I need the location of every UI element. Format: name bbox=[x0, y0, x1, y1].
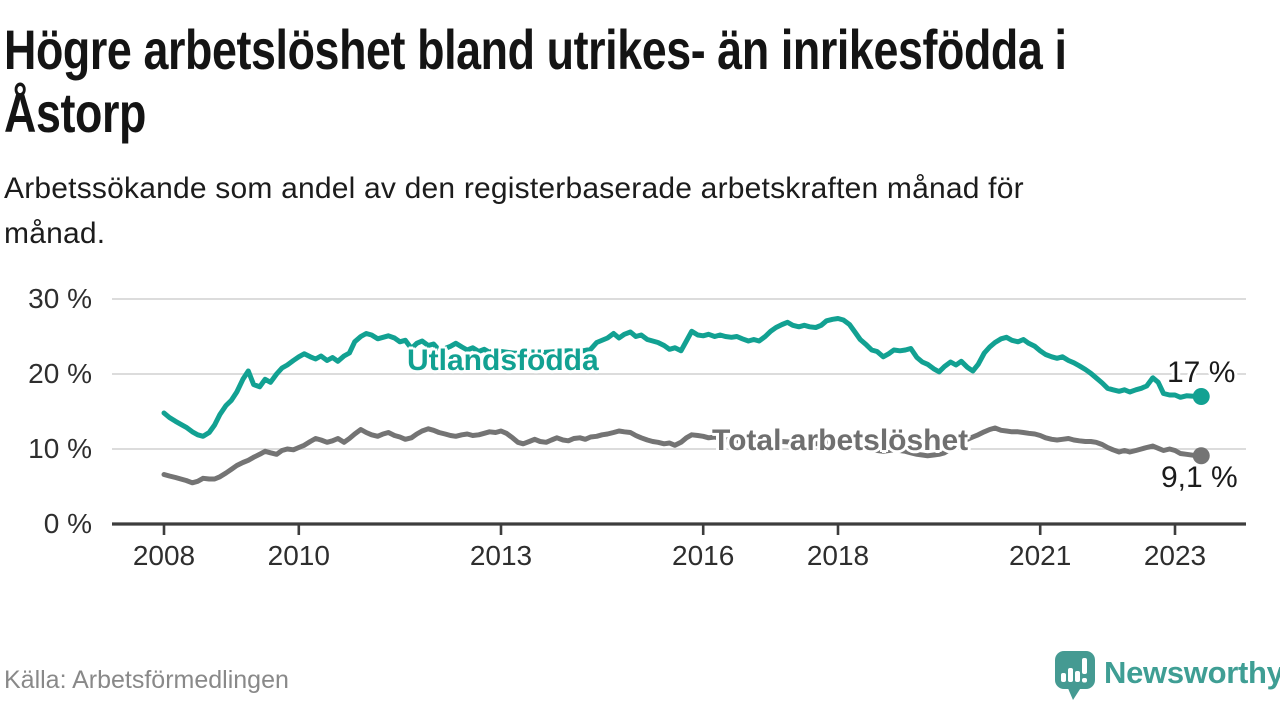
series-line-0 bbox=[161, 316, 1200, 439]
x-tick-label: 2013 bbox=[469, 540, 533, 571]
source-note: Källa: Arbetsförmedlingen bbox=[4, 666, 289, 694]
x-tick-label: 2021 bbox=[1009, 540, 1072, 571]
y-tick-label: 20 % bbox=[28, 358, 92, 389]
series-label-total-arbetsloshet: Total arbetslöshet bbox=[712, 424, 969, 457]
x-tick-label: 2010 bbox=[267, 540, 330, 571]
x-tick-label: 2023 bbox=[1143, 540, 1207, 571]
y-tick-label: 10 % bbox=[28, 433, 92, 464]
page-title: Högre arbetslöshet bland utrikes- än inr… bbox=[4, 18, 1252, 144]
y-tick-label: 30 % bbox=[28, 283, 92, 314]
newsworthy-wordmark: Newsworthy bbox=[1104, 655, 1280, 690]
end-value-label-utlandsfodda: 17 % bbox=[1167, 356, 1236, 389]
page-subtitle-line-1: Arbetssökande som andel av den registerb… bbox=[4, 172, 1024, 205]
newsworthy-logo[interactable]: Newsworthy bbox=[1054, 648, 1280, 704]
x-tick-label: 2018 bbox=[806, 540, 870, 571]
page-title-line-1: Högre arbetslöshet bland utrikes- än inr… bbox=[4, 18, 1067, 81]
newsworthy-bubble-chart-icon bbox=[1055, 651, 1095, 700]
series-line-1 bbox=[161, 425, 1200, 486]
series-end-dot-1 bbox=[1192, 447, 1210, 465]
page-title-line-2: Åstorp bbox=[4, 81, 146, 144]
x-tick-label: 2008 bbox=[132, 540, 196, 571]
series-end-dot-0 bbox=[1192, 388, 1210, 405]
y-tick-label: 0 % bbox=[43, 508, 92, 539]
page-subtitle: Arbetssökande som andel av den registerb… bbox=[4, 166, 1264, 256]
x-tick-label: 2016 bbox=[672, 540, 735, 571]
page-subtitle-line-2: månad. bbox=[4, 217, 106, 250]
end-value-label-total: 9,1 % bbox=[1161, 461, 1238, 494]
series-label-utlandsfodda: Utlandsfödda bbox=[407, 344, 599, 377]
